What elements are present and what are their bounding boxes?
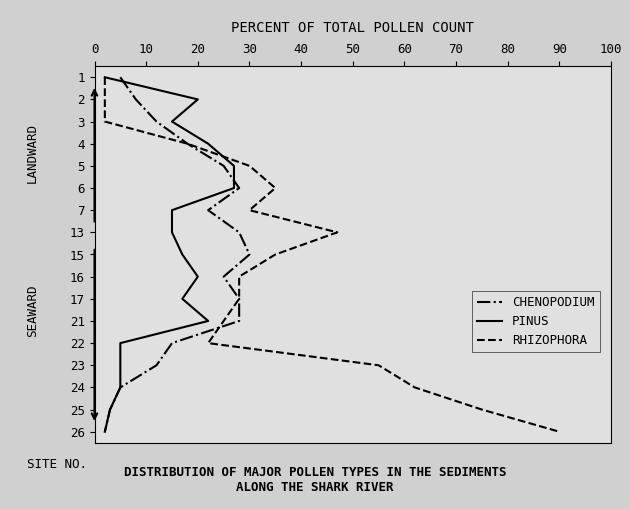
Legend: CHENOPODIUM, PINUS, RHIZOPHORA: CHENOPODIUM, PINUS, RHIZOPHORA	[472, 291, 600, 352]
PINUS	[178, 251, 186, 258]
RHIZOPHORA	[101, 96, 108, 102]
CHENOPODIUM	[220, 274, 227, 280]
CHENOPODIUM	[101, 429, 108, 435]
PINUS	[101, 74, 108, 80]
RHIZOPHORA	[220, 318, 227, 324]
RHIZOPHORA	[101, 119, 108, 125]
Text: DISTRIBUTION OF MAJOR POLLEN TYPES IN THE SEDIMENTS
ALONG THE SHARK RIVER: DISTRIBUTION OF MAJOR POLLEN TYPES IN TH…	[123, 466, 507, 494]
CHENOPODIUM	[236, 185, 243, 191]
RHIZOPHORA	[204, 340, 212, 346]
RHIZOPHORA	[272, 251, 279, 258]
RHIZOPHORA	[101, 74, 108, 80]
PINUS	[168, 229, 176, 235]
Text: SITE NO.: SITE NO.	[27, 458, 88, 471]
Line: CHENOPODIUM: CHENOPODIUM	[105, 77, 249, 432]
X-axis label: PERCENT OF TOTAL POLLEN COUNT: PERCENT OF TOTAL POLLEN COUNT	[231, 21, 474, 35]
CHENOPODIUM	[117, 384, 124, 390]
RHIZOPHORA	[246, 163, 253, 169]
Line: RHIZOPHORA: RHIZOPHORA	[105, 77, 559, 432]
CHENOPODIUM	[220, 163, 227, 169]
CHENOPODIUM	[117, 74, 124, 80]
PINUS	[117, 340, 124, 346]
RHIZOPHORA	[272, 185, 279, 191]
CHENOPODIUM	[236, 229, 243, 235]
CHENOPODIUM	[152, 362, 160, 369]
RHIZOPHORA	[375, 362, 382, 369]
Text: LANDWARD: LANDWARD	[26, 123, 39, 183]
PINUS	[230, 185, 238, 191]
RHIZOPHORA	[236, 274, 243, 280]
PINUS	[106, 407, 114, 413]
CHENOPODIUM	[106, 407, 114, 413]
PINUS	[194, 96, 202, 102]
Text: SEAWARD: SEAWARD	[26, 285, 39, 337]
CHENOPODIUM	[236, 296, 243, 302]
CHENOPODIUM	[246, 251, 253, 258]
PINUS	[204, 318, 212, 324]
RHIZOPHORA	[411, 384, 418, 390]
PINUS	[230, 163, 238, 169]
CHENOPODIUM	[184, 140, 192, 147]
PINUS	[168, 119, 176, 125]
PINUS	[101, 429, 108, 435]
RHIZOPHORA	[236, 296, 243, 302]
CHENOPODIUM	[168, 340, 176, 346]
CHENOPODIUM	[152, 119, 160, 125]
PINUS	[194, 274, 202, 280]
RHIZOPHORA	[556, 429, 563, 435]
CHENOPODIUM	[236, 318, 243, 324]
PINUS	[117, 384, 124, 390]
CHENOPODIUM	[204, 207, 212, 213]
PINUS	[204, 140, 212, 147]
PINUS	[178, 296, 186, 302]
RHIZOPHORA	[333, 229, 341, 235]
RHIZOPHORA	[478, 407, 486, 413]
PINUS	[117, 362, 124, 369]
PINUS	[168, 207, 176, 213]
Line: PINUS: PINUS	[105, 77, 234, 432]
RHIZOPHORA	[246, 207, 253, 213]
RHIZOPHORA	[184, 140, 192, 147]
CHENOPODIUM	[132, 96, 140, 102]
